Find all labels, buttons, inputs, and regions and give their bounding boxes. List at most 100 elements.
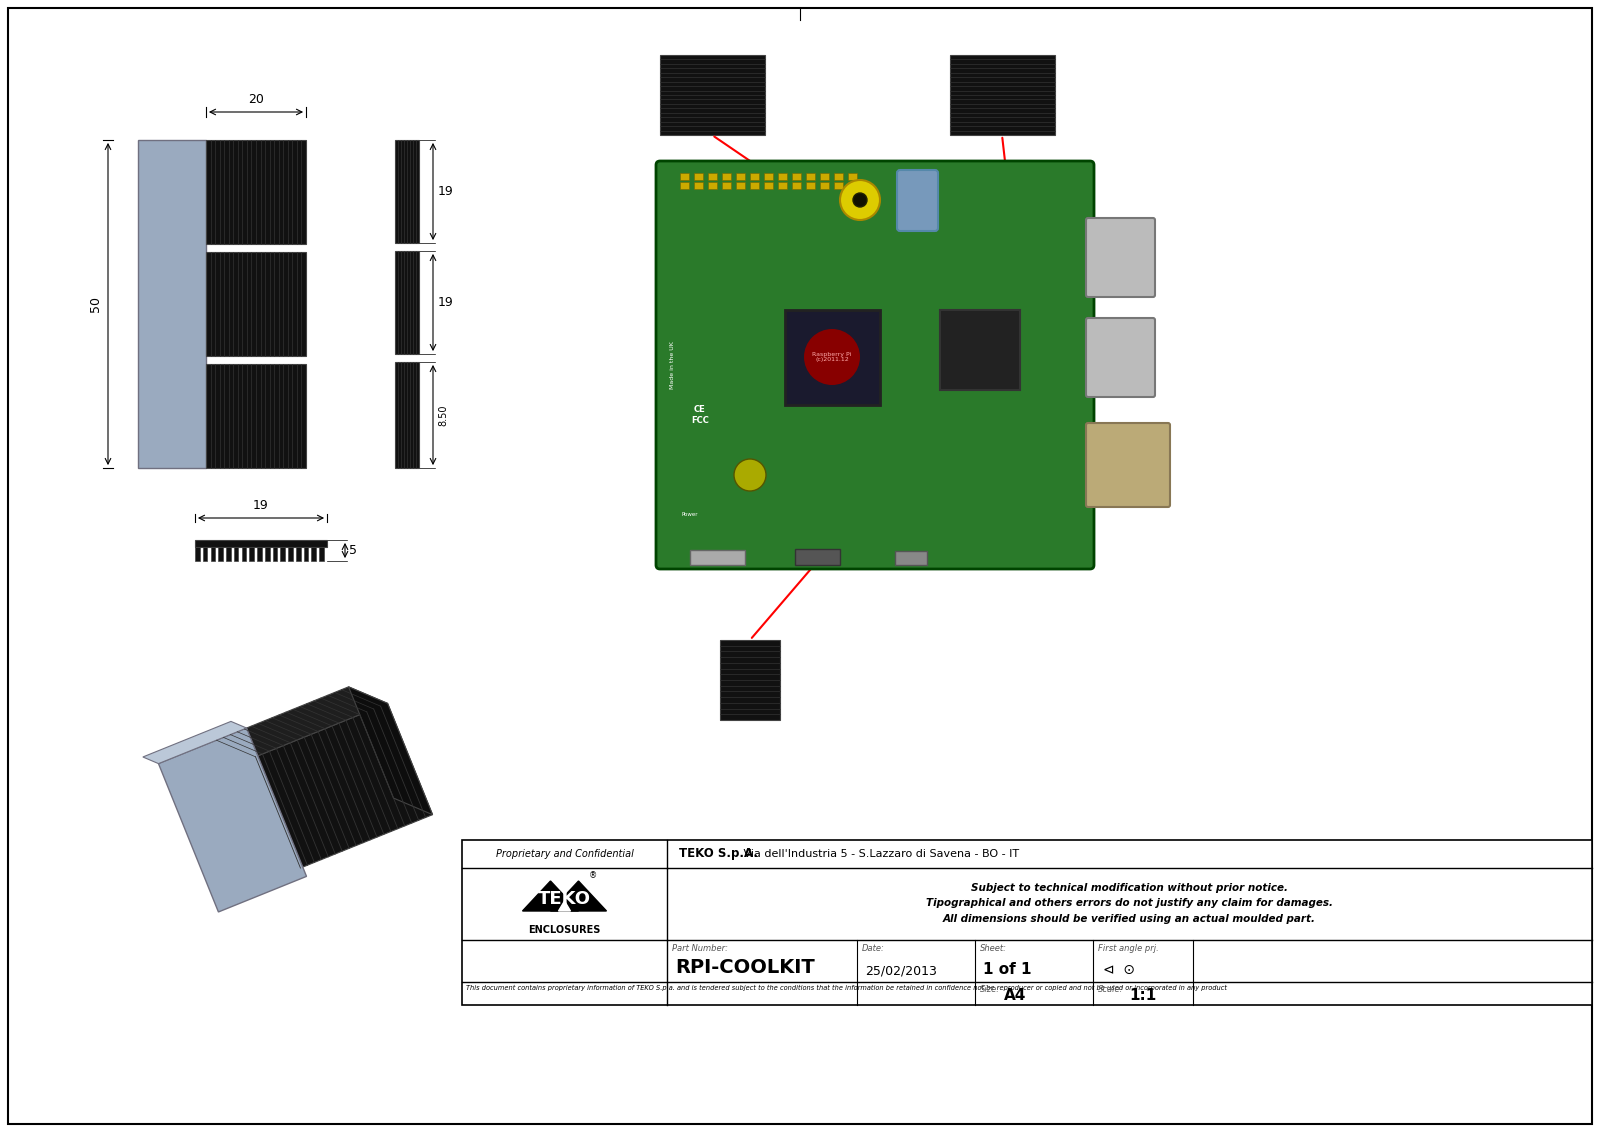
Bar xyxy=(694,173,702,180)
Bar xyxy=(680,173,690,180)
Bar xyxy=(234,547,238,561)
Bar xyxy=(786,310,880,405)
Bar xyxy=(211,547,214,561)
Bar xyxy=(138,140,206,468)
Text: 25/02/2013: 25/02/2013 xyxy=(866,964,938,977)
Bar xyxy=(848,182,858,189)
Polygon shape xyxy=(248,703,432,871)
Bar xyxy=(266,547,269,561)
Bar xyxy=(707,173,717,180)
Bar xyxy=(395,362,419,468)
Bar xyxy=(206,252,306,355)
Polygon shape xyxy=(349,687,432,815)
Circle shape xyxy=(840,180,880,220)
Text: 1:1: 1:1 xyxy=(1130,988,1157,1003)
Bar xyxy=(750,182,758,189)
Bar xyxy=(722,182,731,189)
Polygon shape xyxy=(558,901,571,911)
Text: Proprietary and Confidential: Proprietary and Confidential xyxy=(496,849,634,859)
Bar xyxy=(819,182,829,189)
Bar xyxy=(765,173,773,180)
Bar xyxy=(792,182,802,189)
Text: ®: ® xyxy=(589,872,597,881)
Text: Date:: Date: xyxy=(862,944,885,953)
Text: 1 of 1: 1 of 1 xyxy=(982,962,1032,977)
Text: ENCLOSURES: ENCLOSURES xyxy=(528,925,600,935)
Text: ⊲  ⊙: ⊲ ⊙ xyxy=(1102,963,1134,977)
Bar xyxy=(395,251,419,354)
Text: Scale:: Scale: xyxy=(1098,985,1123,994)
Text: Sheet:: Sheet: xyxy=(979,944,1006,953)
Bar xyxy=(195,547,200,561)
Bar xyxy=(894,551,926,565)
Bar xyxy=(250,547,254,561)
Text: Power: Power xyxy=(682,513,698,517)
Text: RPI-COOLKIT: RPI-COOLKIT xyxy=(675,958,814,977)
Text: 5: 5 xyxy=(349,544,357,557)
FancyBboxPatch shape xyxy=(656,161,1094,569)
Text: A4: A4 xyxy=(1003,988,1026,1003)
Circle shape xyxy=(805,329,861,385)
Bar xyxy=(242,547,246,561)
Text: Size:: Size: xyxy=(979,985,1000,994)
Text: TEKO S.p.A.: TEKO S.p.A. xyxy=(678,848,758,860)
Text: 20: 20 xyxy=(248,93,264,106)
Bar xyxy=(462,840,1592,1005)
Bar xyxy=(834,182,843,189)
Bar xyxy=(304,547,309,561)
Text: This document contains proprietary information of TEKO S.p.a. and is tendered su: This document contains proprietary infor… xyxy=(466,985,1227,992)
FancyBboxPatch shape xyxy=(898,170,938,231)
Bar xyxy=(690,550,746,565)
Bar xyxy=(312,547,317,561)
Bar xyxy=(258,547,262,561)
Circle shape xyxy=(734,458,766,491)
Bar xyxy=(195,540,326,547)
FancyBboxPatch shape xyxy=(1086,423,1170,507)
Bar xyxy=(661,55,765,135)
Bar xyxy=(941,310,1021,391)
Bar xyxy=(694,182,702,189)
Bar xyxy=(834,173,843,180)
Text: TEKO: TEKO xyxy=(538,890,590,908)
Text: Made in the UK: Made in the UK xyxy=(669,341,675,389)
Bar xyxy=(736,173,746,180)
Bar xyxy=(320,547,323,561)
Bar xyxy=(950,55,1054,135)
Text: All dimensions should be verified using an actual moulded part.: All dimensions should be verified using … xyxy=(942,914,1315,924)
Text: 8.50: 8.50 xyxy=(438,404,448,426)
Bar xyxy=(778,173,787,180)
Text: First angle prj.: First angle prj. xyxy=(1098,944,1158,953)
Bar xyxy=(218,547,222,561)
Bar xyxy=(203,547,208,561)
Bar xyxy=(226,547,230,561)
Bar xyxy=(720,640,781,720)
FancyBboxPatch shape xyxy=(1086,218,1155,297)
Bar xyxy=(848,173,858,180)
Text: 19: 19 xyxy=(253,499,269,512)
Polygon shape xyxy=(158,728,307,912)
Bar xyxy=(288,547,293,561)
Polygon shape xyxy=(523,881,579,911)
Bar xyxy=(806,182,814,189)
FancyBboxPatch shape xyxy=(1086,318,1155,397)
Bar xyxy=(778,182,787,189)
Text: Via dell'Industria 5 - S.Lazzaro di Savena - BO - IT: Via dell'Industria 5 - S.Lazzaro di Save… xyxy=(739,849,1019,859)
Bar xyxy=(806,173,814,180)
Text: Part Number:: Part Number: xyxy=(672,944,728,953)
Bar xyxy=(722,173,731,180)
Bar xyxy=(280,547,285,561)
Polygon shape xyxy=(550,881,606,911)
Bar xyxy=(707,182,717,189)
Bar xyxy=(795,549,840,565)
Bar xyxy=(765,182,773,189)
Circle shape xyxy=(853,192,867,207)
Polygon shape xyxy=(210,687,387,760)
Bar xyxy=(206,365,306,468)
Bar xyxy=(750,173,758,180)
Polygon shape xyxy=(142,721,246,764)
Bar xyxy=(819,173,829,180)
Bar xyxy=(272,547,277,561)
Bar xyxy=(296,547,301,561)
Bar xyxy=(206,140,306,245)
Text: 50: 50 xyxy=(90,295,102,312)
